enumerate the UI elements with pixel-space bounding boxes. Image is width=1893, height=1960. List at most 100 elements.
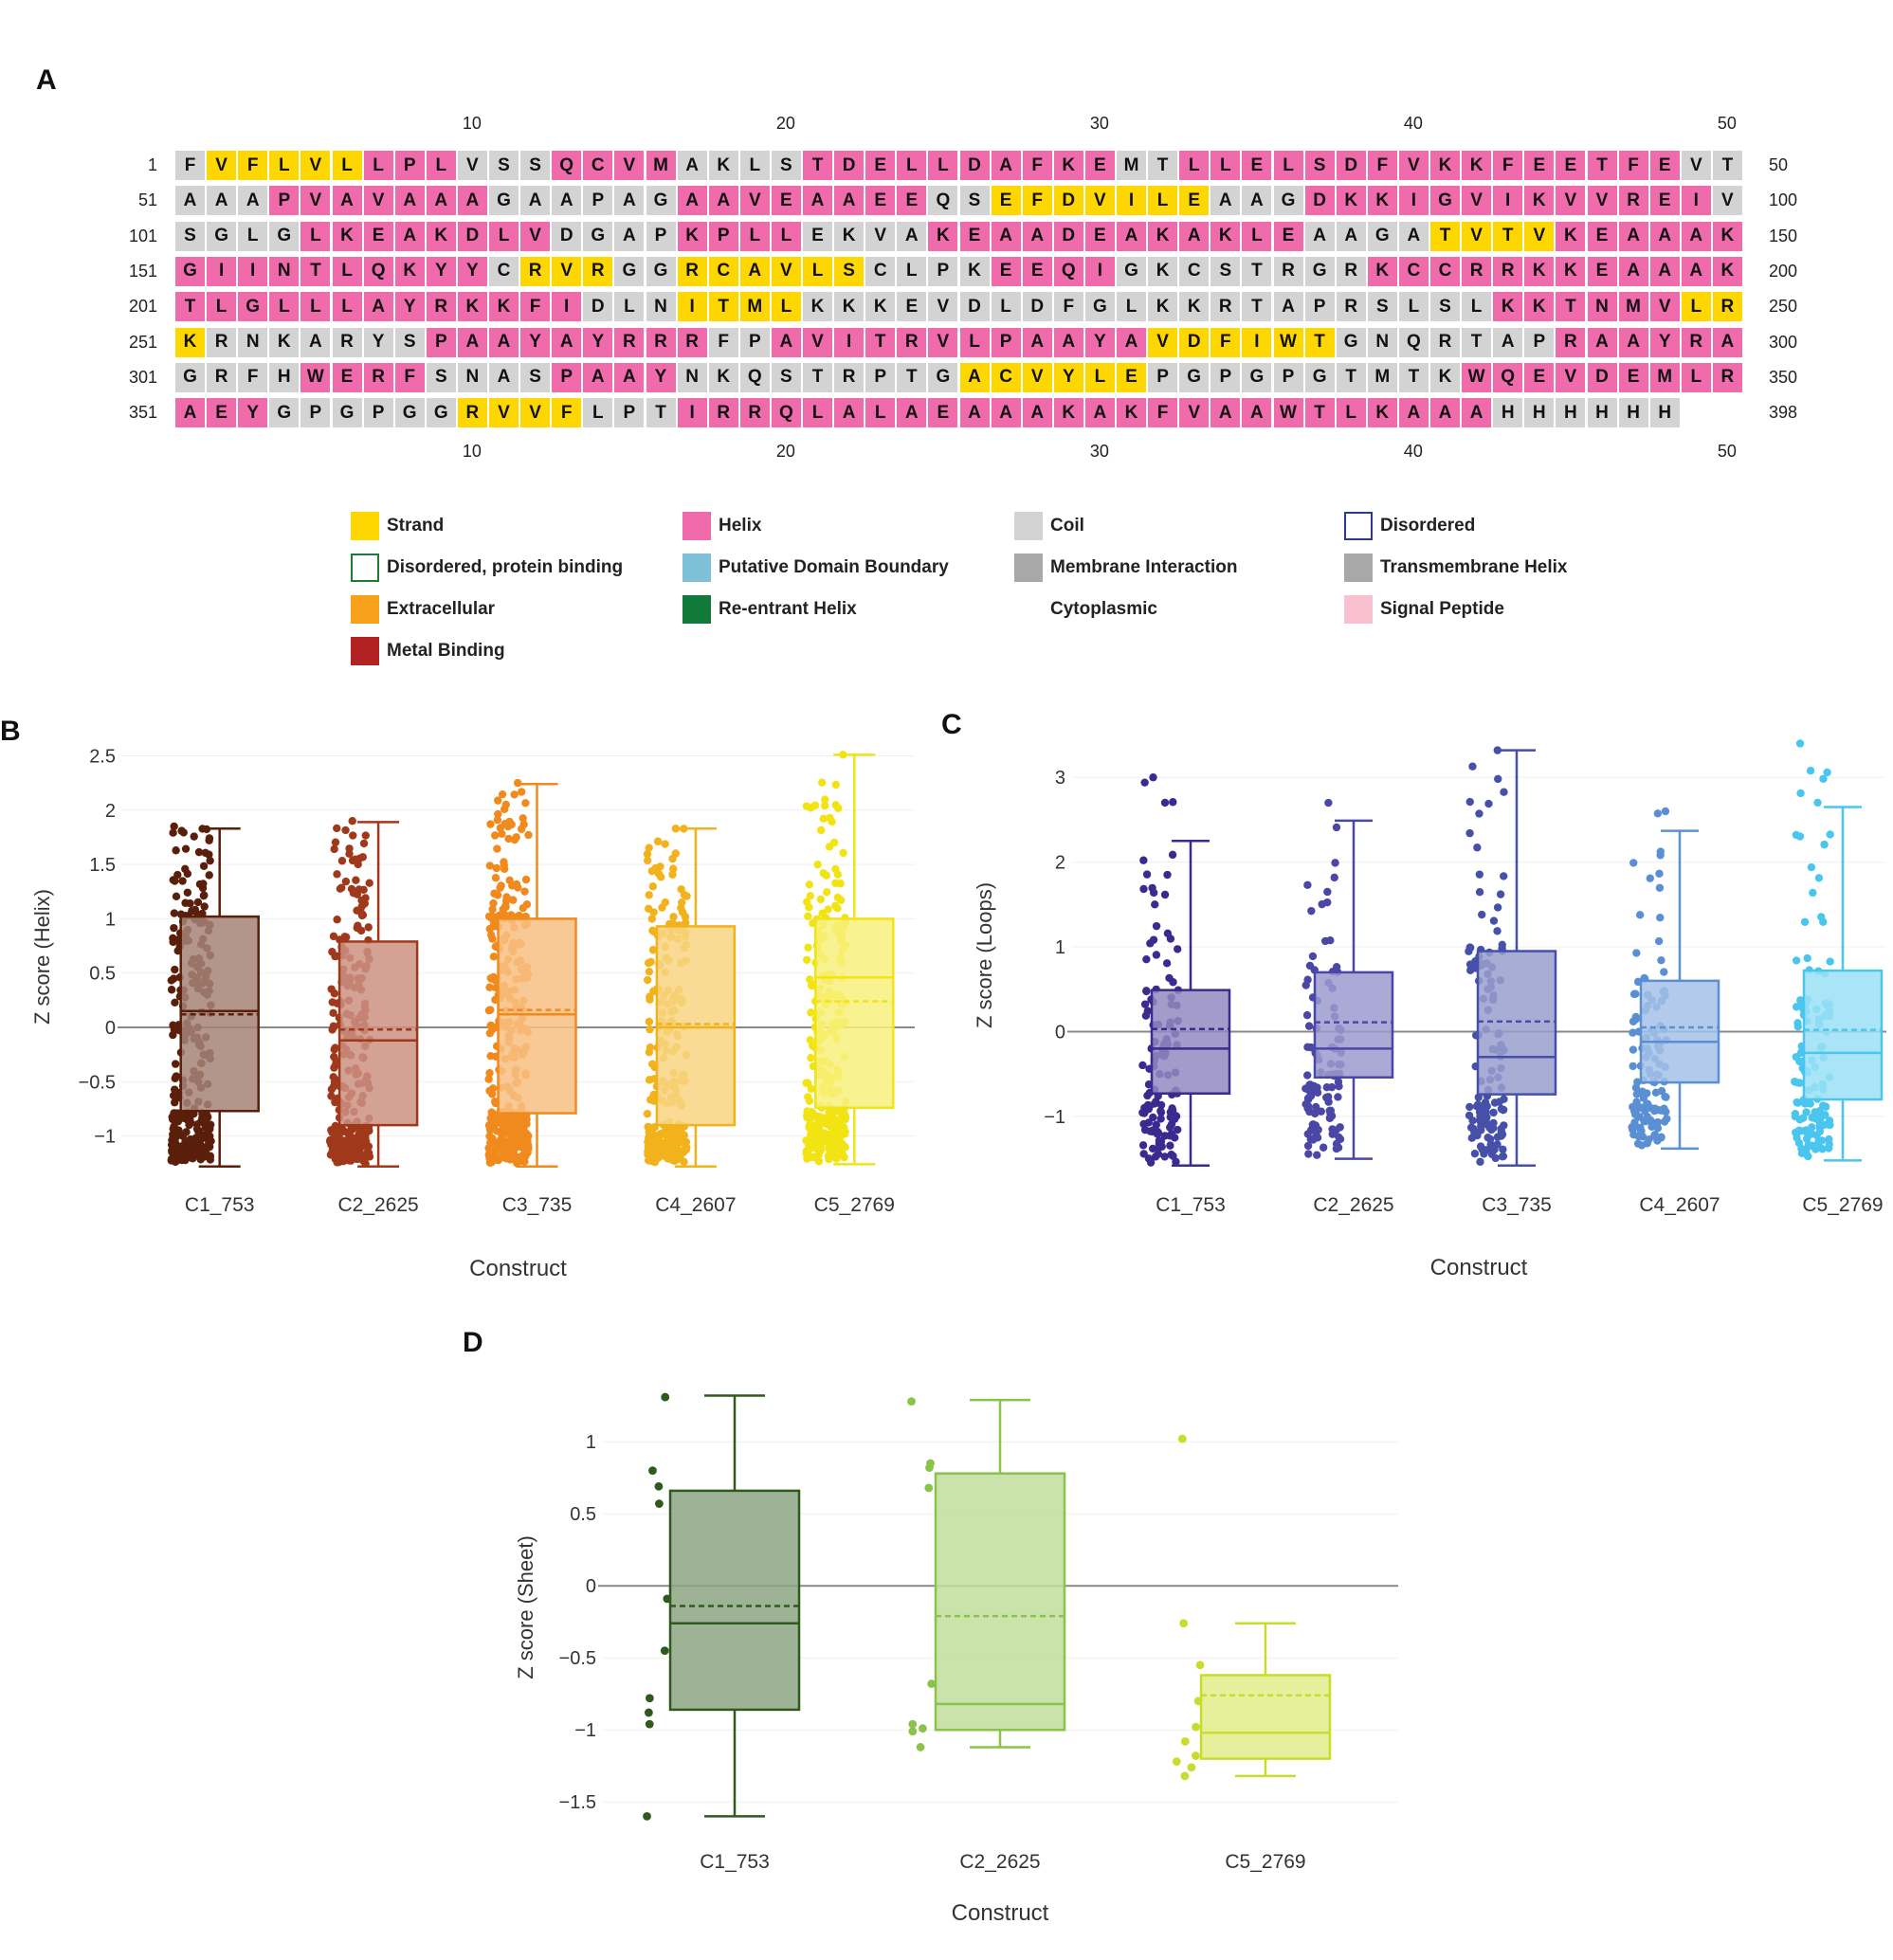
data-point <box>181 844 191 853</box>
legend-label: Strand <box>387 516 445 535</box>
data-point <box>498 789 507 799</box>
data-point <box>347 884 356 894</box>
residue-cell: G <box>1117 256 1146 286</box>
residue-cell: R <box>646 327 676 357</box>
residue-cell: L <box>1148 186 1178 216</box>
data-point <box>648 882 658 891</box>
data-point <box>1465 797 1474 807</box>
data-point <box>486 1006 495 1014</box>
data-point <box>657 873 665 881</box>
data-point <box>492 1126 501 1135</box>
data-point <box>1657 1086 1666 1096</box>
data-point <box>1302 1010 1312 1020</box>
residue-cell: A <box>175 186 205 216</box>
residue-cell: W <box>1462 362 1492 392</box>
data-point <box>1817 913 1826 921</box>
data-point <box>169 1091 178 1100</box>
data-point <box>1797 1149 1807 1158</box>
category-label: C1_753 <box>1156 1194 1226 1216</box>
residue-cell: E <box>1524 362 1555 392</box>
data-point <box>1657 956 1665 965</box>
data-point <box>1475 870 1484 879</box>
legend-swatch <box>683 595 711 624</box>
residue-cell: P <box>269 186 300 216</box>
data-point <box>1633 1078 1642 1086</box>
residue-cell: L <box>332 256 362 286</box>
residue-cell: Y <box>520 327 551 357</box>
data-point <box>825 1154 833 1164</box>
residue-cell: A <box>457 327 487 357</box>
residue-cell: Y <box>238 398 268 428</box>
residue-cell: D <box>1304 186 1335 216</box>
data-point <box>1331 859 1339 867</box>
data-point <box>1465 1102 1474 1112</box>
data-point <box>646 1043 655 1052</box>
residue-cell: E <box>1524 151 1555 180</box>
residue-cell: L <box>1462 292 1492 322</box>
data-point <box>1301 1099 1310 1109</box>
residue-cell: F <box>520 292 551 322</box>
data-point <box>1162 959 1172 968</box>
data-point <box>1484 1121 1493 1130</box>
data-point <box>1311 1109 1320 1118</box>
residue-cell: E <box>771 186 801 216</box>
category-label: C4_2607 <box>1639 1194 1720 1216</box>
residue-cell: G <box>646 256 676 286</box>
residue-cell: K <box>269 327 300 357</box>
residue-cell: A <box>489 362 519 392</box>
residue-cell: L <box>1210 151 1241 180</box>
residue-cell: F <box>238 362 268 392</box>
residue-cell: T <box>1304 398 1335 428</box>
legend-swatch <box>351 637 379 665</box>
data-point <box>510 790 519 799</box>
row-start-number: 201 <box>128 297 157 317</box>
data-point <box>1811 1145 1820 1153</box>
legend-label: Extracellular <box>387 599 496 619</box>
data-point <box>171 1060 180 1068</box>
data-point <box>512 880 521 889</box>
residue-cell: L <box>614 292 645 322</box>
legend-item: Metal Binding <box>351 637 505 665</box>
residue-cell: Q <box>739 362 770 392</box>
legend-item: Strand <box>351 512 444 540</box>
legend-swatch <box>1344 595 1373 624</box>
residue-cell: P <box>1524 327 1555 357</box>
data-point <box>1169 978 1177 987</box>
data-point <box>1465 1111 1474 1120</box>
data-point <box>831 780 841 789</box>
residue-cell: A <box>457 186 487 216</box>
data-point <box>1486 1140 1495 1149</box>
residue-cell: A <box>1242 186 1272 216</box>
residue-cell: L <box>1681 362 1711 392</box>
data-point <box>1796 789 1805 798</box>
data-point <box>1142 987 1151 995</box>
data-point <box>1168 850 1177 860</box>
residue-cell: L <box>803 398 832 428</box>
residue-cell: A <box>1430 398 1460 428</box>
residue-cell: L <box>865 398 896 428</box>
data-point <box>1307 906 1316 916</box>
residue-cell: E <box>1587 256 1617 286</box>
data-point <box>501 819 510 828</box>
residue-cell: P <box>552 362 582 392</box>
residue-cell: H <box>1649 398 1680 428</box>
data-point <box>1792 1003 1801 1011</box>
residue-cell: L <box>332 151 362 180</box>
residue-cell: V <box>1462 221 1492 251</box>
data-point <box>196 1136 205 1145</box>
category-label: C1_753 <box>185 1194 255 1216</box>
residue-cell: V <box>771 256 801 286</box>
data-point <box>1152 921 1161 931</box>
data-point <box>489 898 498 908</box>
data-point <box>358 853 367 862</box>
data-point <box>1304 1150 1313 1158</box>
category-label: C2_2625 <box>1313 1194 1393 1216</box>
residue-cell: Y <box>646 362 676 392</box>
residue-cell: A <box>1618 221 1648 251</box>
data-point <box>493 1114 501 1123</box>
data-point <box>643 1109 652 1118</box>
residue-cell: T <box>1462 327 1492 357</box>
data-point <box>828 817 836 826</box>
residue-cell: N <box>457 362 487 392</box>
data-point <box>494 809 502 819</box>
